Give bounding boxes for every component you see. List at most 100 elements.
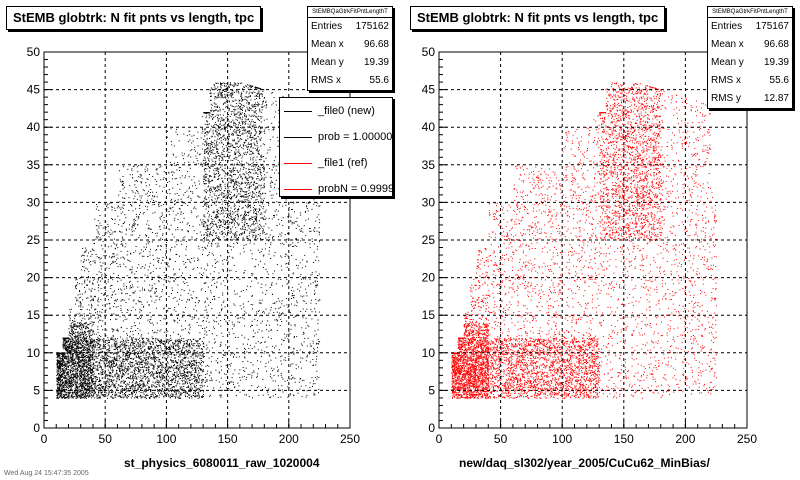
- data-point: [127, 395, 129, 396]
- data-point: [120, 300, 122, 302]
- data-point: [281, 321, 283, 322]
- data-point: [154, 372, 156, 374]
- data-point: [190, 294, 192, 296]
- data-point: [86, 389, 88, 390]
- data-point: [306, 308, 308, 310]
- data-point: [242, 290, 244, 291]
- data-point: [210, 372, 212, 374]
- data-point: [98, 381, 99, 383]
- data-point: [152, 358, 154, 360]
- data-point: [251, 114, 253, 116]
- data-point: [228, 136, 230, 138]
- data-point: [73, 344, 75, 346]
- data-point: [225, 223, 227, 225]
- data-point: [188, 378, 190, 379]
- data-point: [243, 105, 245, 107]
- data-point: [253, 110, 255, 112]
- data-point: [194, 316, 195, 318]
- data-point: [86, 336, 88, 338]
- data-point: [139, 343, 141, 345]
- data-point: [79, 395, 81, 397]
- data-point: [179, 372, 181, 374]
- data-point: [249, 146, 251, 148]
- data-point: [221, 304, 223, 306]
- data-point: [234, 122, 236, 124]
- data-point: [203, 346, 205, 348]
- data-point: [173, 273, 175, 275]
- data-point: [230, 150, 232, 152]
- data-point: [127, 368, 129, 370]
- data-point: [66, 365, 68, 367]
- data-point: [260, 361, 262, 363]
- data-point: [174, 349, 176, 351]
- data-point: [134, 322, 135, 324]
- data-point: [164, 371, 166, 373]
- data-point: [148, 338, 149, 340]
- data-point: [278, 316, 280, 318]
- data-point: [257, 146, 259, 148]
- data-point: [251, 280, 253, 282]
- data-point: [205, 203, 207, 205]
- data-point: [85, 290, 87, 292]
- data-point: [192, 360, 194, 362]
- data-point: [149, 251, 151, 253]
- data-point: [211, 333, 213, 335]
- data-point: [70, 333, 71, 335]
- data-point: [220, 320, 222, 321]
- data-point: [123, 345, 125, 347]
- data-point: [171, 287, 173, 289]
- data-point: [91, 299, 93, 301]
- data-point: [193, 363, 195, 365]
- data-point: [187, 315, 188, 317]
- data-point: [266, 271, 268, 273]
- data-point: [91, 248, 93, 250]
- data-point: [83, 379, 85, 380]
- data-point: [258, 192, 260, 194]
- data-point: [140, 369, 142, 371]
- data-point: [156, 351, 158, 353]
- data-point: [204, 333, 206, 335]
- data-point: [113, 256, 115, 258]
- data-point: [119, 264, 121, 266]
- data-point: [244, 115, 246, 117]
- data-point: [114, 346, 116, 347]
- data-point: [166, 353, 168, 355]
- data-point: [276, 193, 278, 195]
- data-point: [218, 155, 220, 156]
- data-point: [244, 191, 246, 193]
- data-point: [234, 182, 236, 184]
- data-point: [131, 168, 133, 170]
- data-point: [95, 225, 97, 227]
- data-point: [219, 90, 221, 92]
- data-point: [140, 212, 141, 214]
- data-point: [148, 381, 150, 382]
- data-point: [157, 350, 159, 351]
- data-point: [168, 307, 170, 309]
- data-point: [212, 229, 214, 231]
- data-point: [242, 232, 244, 234]
- data-point: [150, 316, 152, 318]
- data-point: [245, 123, 247, 125]
- data-point: [65, 345, 67, 347]
- data-point: [112, 253, 114, 255]
- data-point: [185, 241, 187, 242]
- data-point: [111, 366, 113, 368]
- data-point: [204, 123, 206, 125]
- data-point: [184, 153, 185, 155]
- data-point: [187, 350, 189, 352]
- data-point: [120, 375, 122, 377]
- data-point: [67, 371, 69, 372]
- data-point: [81, 340, 83, 342]
- data-point: [201, 341, 203, 342]
- data-point: [82, 337, 84, 339]
- data-point: [261, 111, 263, 113]
- data-point: [208, 216, 210, 218]
- data-point: [175, 367, 177, 369]
- data-point: [285, 199, 287, 201]
- data-point: [142, 371, 144, 373]
- data-point: [212, 212, 214, 214]
- data-point: [215, 217, 217, 219]
- data-point: [169, 248, 171, 250]
- data-point: [84, 251, 86, 253]
- data-point: [259, 131, 260, 133]
